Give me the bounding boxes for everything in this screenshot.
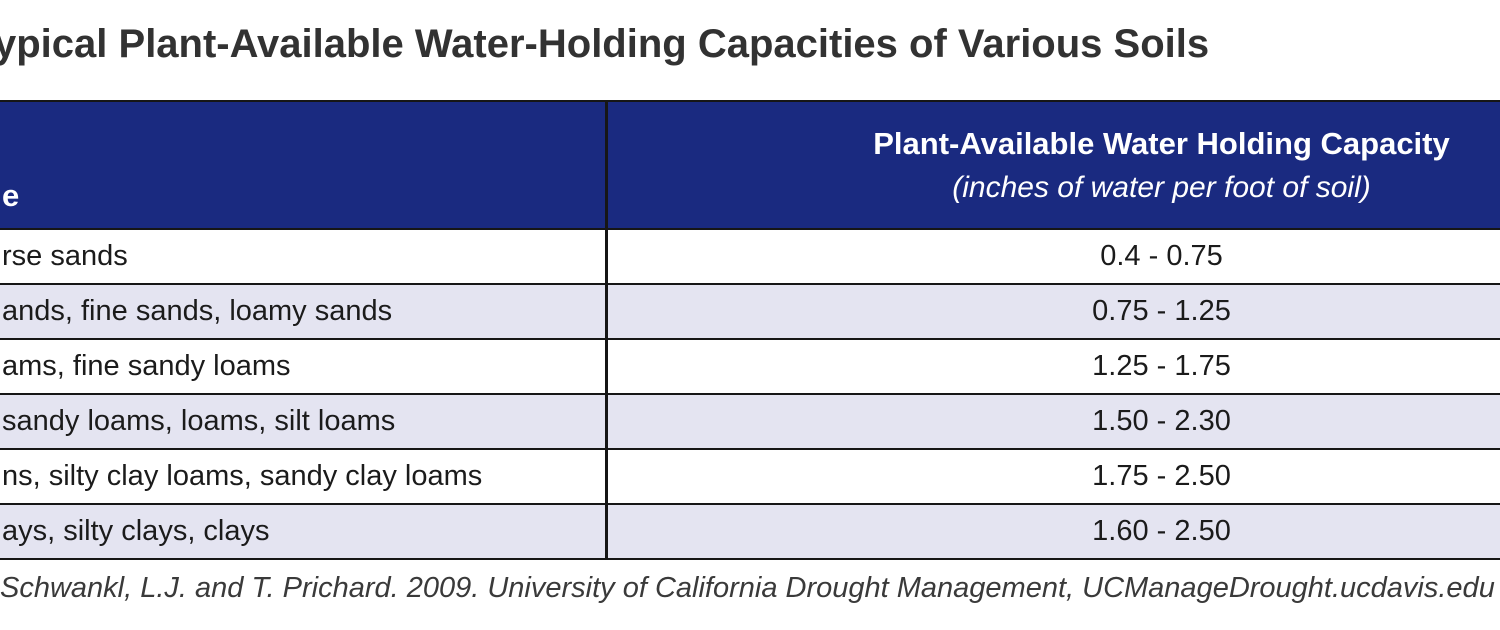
soils-table: e Plant-Available Water Holding Capacity… bbox=[0, 100, 1500, 560]
capacity-cell: 1.50 - 2.30 bbox=[605, 395, 1500, 448]
table-row: ns, silty clay loams, sandy clay loams 1… bbox=[0, 450, 1500, 505]
soil-texture-header-cell: e bbox=[0, 102, 605, 228]
soil-texture-header-label: e bbox=[2, 178, 20, 213]
table-header-row: e Plant-Available Water Holding Capacity… bbox=[0, 102, 1500, 230]
soil-type-cell: ns, silty clay loams, sandy clay loams bbox=[2, 460, 483, 492]
capacity-cell: 0.4 - 0.75 bbox=[605, 230, 1500, 283]
soil-type-cell: ays, silty clays, clays bbox=[2, 515, 270, 547]
capacity-cell: 1.60 - 2.50 bbox=[605, 505, 1500, 558]
capacity-cell: 0.75 - 1.25 bbox=[605, 285, 1500, 338]
table-body: rse sands 0.4 - 0.75 ands, fine sands, l… bbox=[0, 230, 1500, 560]
soil-type-cell: sandy loams, loams, silt loams bbox=[2, 405, 396, 437]
capacity-cell: 1.25 - 1.75 bbox=[605, 340, 1500, 393]
page-title: ypical Plant-Available Water-Holding Cap… bbox=[0, 22, 1210, 66]
source-citation: Schwankl, L.J. and T. Prichard. 2009. Un… bbox=[0, 572, 1495, 604]
capacity-header-units: (inches of water per foot of soil) bbox=[952, 170, 1371, 204]
capacity-header-cell: Plant-Available Water Holding Capacity (… bbox=[605, 102, 1500, 228]
soil-type-cell: rse sands bbox=[2, 240, 128, 272]
soil-type-cell: ams, fine sandy loams bbox=[2, 350, 291, 382]
table-row: rse sands 0.4 - 0.75 bbox=[0, 230, 1500, 285]
capacity-cell: 1.75 - 2.50 bbox=[605, 450, 1500, 503]
table-row: ands, fine sands, loamy sands 0.75 - 1.2… bbox=[0, 285, 1500, 340]
table-row: sandy loams, loams, silt loams 1.50 - 2.… bbox=[0, 395, 1500, 450]
capacity-header-label: Plant-Available Water Holding Capacity bbox=[873, 125, 1450, 161]
soil-type-cell: ands, fine sands, loamy sands bbox=[2, 295, 393, 327]
table-row: ays, silty clays, clays 1.60 - 2.50 bbox=[0, 505, 1500, 560]
table-row: ams, fine sandy loams 1.25 - 1.75 bbox=[0, 340, 1500, 395]
